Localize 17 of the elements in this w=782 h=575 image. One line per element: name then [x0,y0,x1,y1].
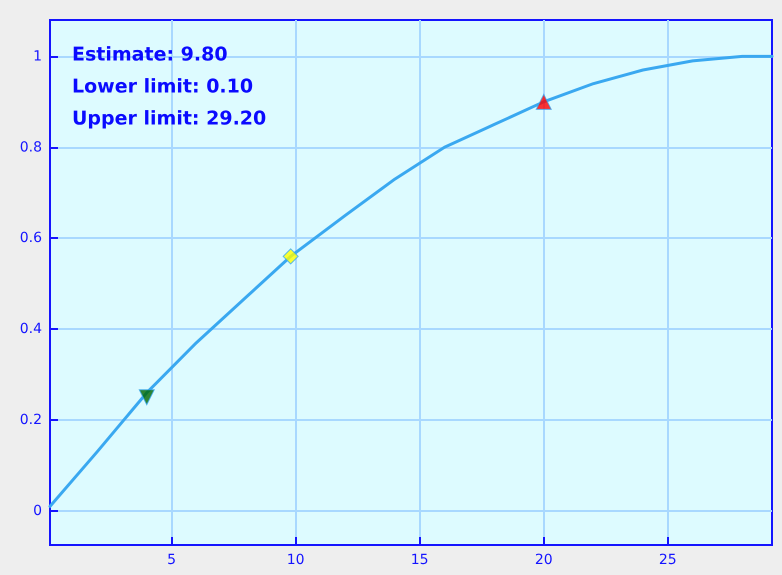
x-tick-label: 20 [534,552,553,568]
x-tick-label: 25 [658,552,677,568]
y-tick-label: 1 [33,48,42,64]
x-tick-label: 5 [167,552,176,568]
x-tick-label: 10 [286,552,305,568]
annotation: Lower limit: 0.10 [72,76,254,98]
x-tick-label: 15 [410,552,429,568]
y-tick-label: 0.4 [20,321,42,338]
y-tick-label: 0.6 [20,230,42,246]
point [536,94,552,110]
y-tick-label: 0 [33,502,42,519]
y-tick-label: 0.8 [20,139,42,156]
annotation: Upper limit: 29.20 [72,108,266,130]
point [282,248,299,264]
annotation: Estimate: 9.80 [72,44,228,66]
y-tick-label: 0.2 [20,412,42,428]
point [138,389,155,406]
